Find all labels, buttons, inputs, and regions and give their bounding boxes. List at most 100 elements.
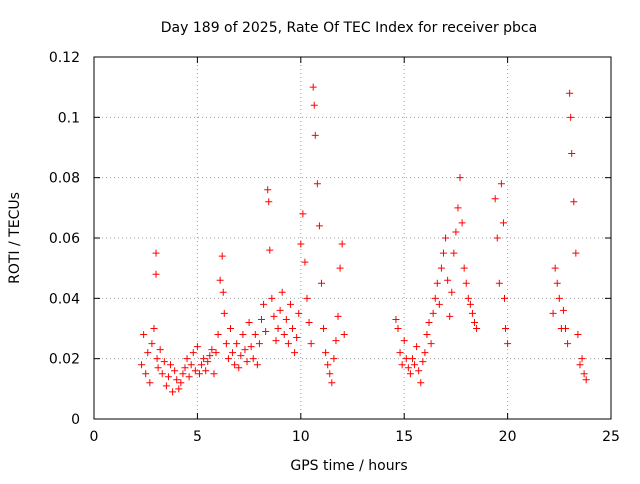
- data-point: [146, 379, 154, 387]
- data-point: [444, 276, 452, 284]
- data-point: [578, 355, 586, 363]
- data-point: [568, 150, 576, 158]
- data-point: [551, 264, 559, 272]
- data-point: [564, 340, 572, 348]
- data-point: [187, 361, 195, 369]
- data-point: [237, 352, 245, 360]
- data-point: [417, 379, 425, 387]
- data-point: [326, 370, 334, 378]
- data-point: [502, 325, 510, 332]
- data-point: [169, 388, 177, 396]
- data-point: [164, 373, 172, 381]
- data-point: [456, 174, 464, 182]
- data-point: [266, 246, 274, 254]
- data-point: [264, 186, 272, 194]
- x-tick-label: 15: [395, 429, 413, 445]
- data-point: [249, 355, 257, 363]
- data-point: [491, 195, 499, 203]
- data-points: [138, 83, 590, 396]
- data-point: [433, 279, 441, 287]
- data-point: [260, 300, 268, 308]
- data-point: [499, 219, 507, 227]
- data-point: [156, 346, 164, 354]
- y-tick-label: 0.1: [58, 110, 80, 126]
- data-point: [148, 340, 156, 348]
- data-point: [340, 331, 348, 339]
- data-point: [138, 361, 146, 369]
- data-point: [305, 318, 313, 326]
- data-point: [206, 352, 214, 360]
- data-point: [439, 249, 447, 257]
- data-point: [574, 331, 582, 339]
- data-point: [429, 309, 437, 317]
- data-point: [229, 349, 237, 357]
- x-tick-labels: 0 5 10 15 20 25: [90, 429, 620, 445]
- data-point: [580, 370, 588, 378]
- data-point: [216, 276, 224, 284]
- y-tick-label: 0.06: [49, 231, 80, 247]
- data-point: [307, 340, 315, 348]
- data-point: [404, 364, 412, 372]
- data-point: [566, 89, 574, 97]
- data-point: [245, 318, 253, 326]
- data-point: [450, 249, 458, 257]
- data-point: [468, 309, 476, 317]
- data-point: [466, 300, 474, 308]
- data-point: [462, 279, 470, 287]
- data-point: [226, 325, 234, 332]
- data-point: [559, 306, 567, 314]
- data-point: [191, 367, 199, 375]
- data-point: [317, 279, 325, 287]
- data-point: [320, 325, 328, 332]
- data-point: [162, 382, 170, 390]
- data-point: [311, 131, 319, 139]
- data-point: [495, 279, 503, 287]
- data-point: [200, 355, 208, 363]
- x-tick-label: 20: [499, 429, 517, 445]
- data-point: [183, 355, 191, 363]
- chart-title: Day 189 of 2025, Rate Of TEC Index for r…: [161, 20, 537, 36]
- data-point: [274, 325, 282, 332]
- data-point: [158, 370, 166, 378]
- data-point: [572, 249, 580, 257]
- data-point: [324, 361, 332, 369]
- data-point: [224, 355, 232, 363]
- data-point: [210, 370, 218, 378]
- data-point: [276, 306, 284, 314]
- data-point: [582, 376, 590, 384]
- data-point: [402, 355, 410, 363]
- data-point: [270, 312, 278, 320]
- data-point: [286, 300, 294, 308]
- data-point: [406, 370, 414, 378]
- data-point: [251, 331, 259, 339]
- data-point: [322, 349, 330, 357]
- data-point: [310, 101, 318, 109]
- x-tick-label: 0: [90, 429, 99, 445]
- data-point: [220, 309, 228, 317]
- data-point: [411, 361, 419, 369]
- y-tick-label: 0.08: [49, 171, 80, 187]
- data-point: [442, 234, 450, 242]
- data-point: [293, 334, 301, 342]
- data-point: [415, 367, 423, 375]
- axis-ticks: [93, 56, 612, 420]
- data-point: [576, 361, 584, 369]
- data-point: [262, 328, 270, 336]
- data-point: [284, 340, 292, 348]
- data-point: [570, 198, 578, 206]
- data-point: [160, 358, 168, 366]
- x-axis-label: GPS time / hours: [290, 458, 407, 474]
- data-point: [392, 315, 400, 323]
- data-point: [332, 337, 340, 345]
- data-point: [222, 340, 230, 348]
- data-point: [334, 312, 342, 320]
- data-point: [185, 373, 193, 381]
- data-point: [247, 343, 255, 351]
- data-point: [549, 309, 557, 317]
- data-point: [171, 367, 179, 375]
- data-point: [142, 370, 150, 378]
- data-point: [175, 385, 183, 393]
- y-tick-label: 0.02: [49, 352, 80, 368]
